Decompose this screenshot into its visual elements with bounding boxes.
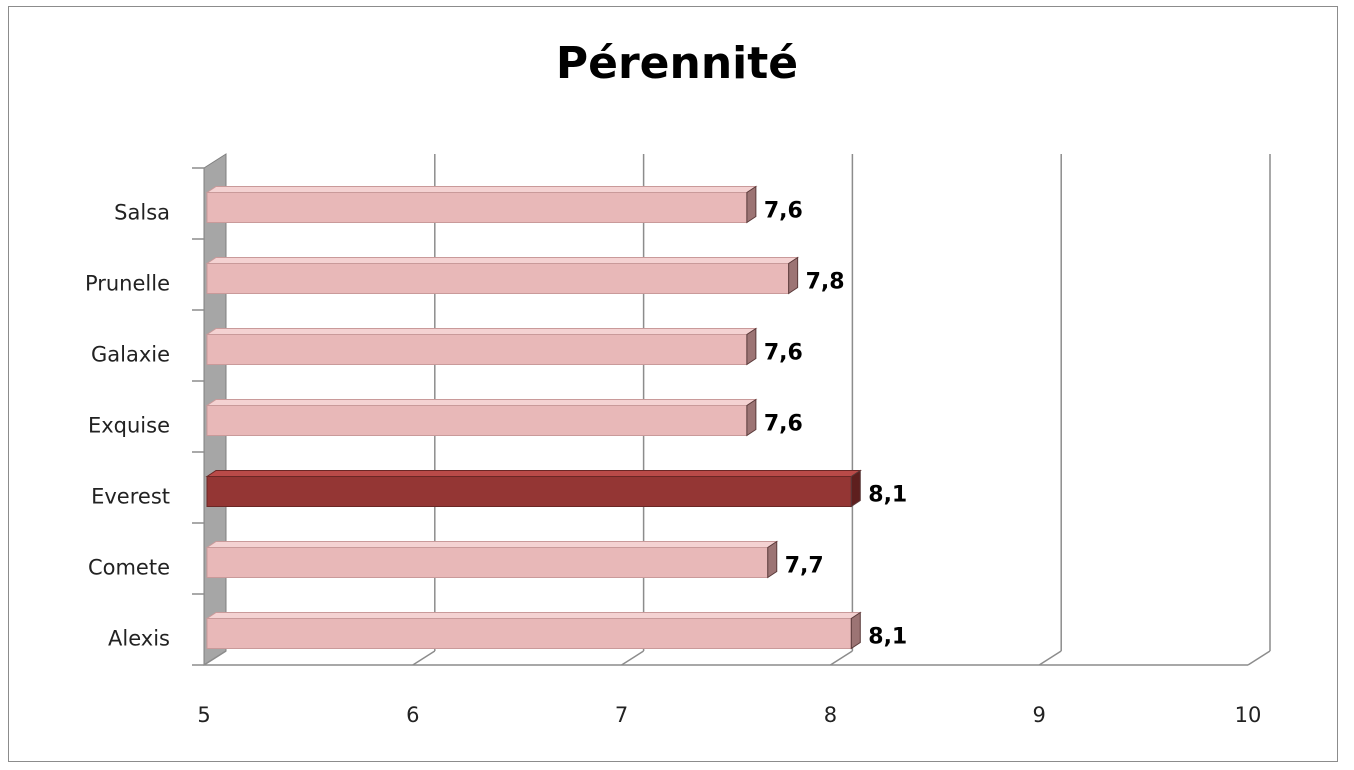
floor-gridline (621, 650, 645, 666)
category-label: Comete (88, 556, 170, 580)
bar-front (206, 334, 748, 365)
bar-top (205, 257, 800, 264)
category-label: Alexis (108, 627, 170, 651)
bar-top (205, 328, 758, 335)
floor-gridline (412, 650, 436, 666)
category-label: Everest (91, 485, 170, 509)
value-label: 7,8 (806, 270, 845, 295)
bar (205, 540, 779, 579)
bar-end (746, 185, 757, 224)
category-label: Salsa (114, 201, 170, 225)
value-label: 7,6 (764, 341, 803, 366)
category-labels: Salsa Prunelle Galaxie Exquise Everest Comete… (85, 201, 170, 651)
value-label: 8,1 (868, 625, 907, 650)
floor-gridline (829, 650, 853, 666)
bar-top (205, 612, 862, 619)
x-tick-label: 7 (615, 703, 628, 727)
bar (205, 469, 862, 508)
bar (205, 256, 800, 295)
category-label: Exquise (88, 414, 170, 438)
value-label: 7,7 (785, 554, 824, 579)
bar-front (206, 618, 852, 649)
bar-front (206, 547, 769, 578)
value-labels: 7,6 7,8 7,6 7,6 8,1 7,7 8,1 (764, 199, 907, 650)
x-tick-label: 9 (1033, 703, 1046, 727)
value-label: 7,6 (764, 199, 803, 224)
x-tick-label: 10 (1235, 703, 1262, 727)
value-label: 8,1 (868, 483, 907, 508)
category-label: Galaxie (91, 343, 170, 367)
bar-top (205, 399, 758, 406)
bar-end (746, 398, 757, 437)
floor-gridline (1247, 650, 1271, 666)
bar-front (206, 263, 790, 294)
bar-top (205, 186, 758, 193)
bar-end (788, 256, 799, 295)
x-tick-labels: 5 6 7 8 9 10 (197, 703, 1261, 727)
bar (205, 185, 758, 224)
bar (205, 398, 758, 437)
bar-end (850, 469, 861, 508)
x-tick-label: 6 (406, 703, 419, 727)
chart-title: Pérennité (555, 38, 799, 89)
floor-gridline (203, 650, 227, 666)
bar-end (767, 540, 778, 579)
bar-end (850, 611, 861, 650)
x-tick-label: 8 (824, 703, 837, 727)
bar-front (206, 192, 748, 223)
bar-end (746, 327, 757, 366)
bar-top (205, 541, 779, 548)
bar-front (206, 405, 748, 436)
bars (205, 185, 862, 650)
bar-top (205, 470, 862, 477)
value-label: 7,6 (764, 412, 803, 437)
category-label: Prunelle (85, 272, 170, 296)
bar (205, 327, 758, 366)
floor-gridline (1038, 650, 1062, 666)
x-tick-label: 5 (197, 703, 210, 727)
bar-front (206, 476, 852, 507)
bar (205, 611, 862, 650)
